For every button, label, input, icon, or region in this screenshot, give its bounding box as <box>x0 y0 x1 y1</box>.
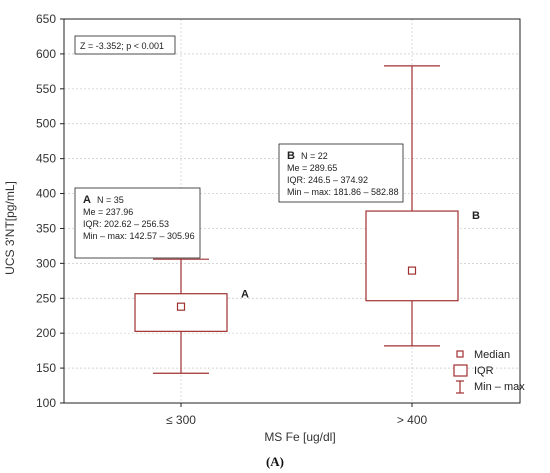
group-letter-label: B <box>472 210 480 222</box>
group-info-line: Me = 237.96 <box>83 207 133 217</box>
group-info-line: Min – max: 181.86 – 582.88 <box>287 187 399 197</box>
legend-item-label: IQR <box>474 365 494 377</box>
y-tick-label: 350 <box>36 221 56 235</box>
median-marker <box>176 302 186 311</box>
group-info-frame <box>74 187 201 259</box>
legend: Median IQR Min – max <box>453 349 525 394</box>
y-axis-ticks: 100 150 200 250 300 350 400 450 500 550 600 650 <box>36 12 64 410</box>
y-tick-label: 450 <box>36 152 56 166</box>
group-info-line: Me = 289.65 <box>287 163 337 173</box>
group-info-n: N = 35 <box>97 195 124 205</box>
y-tick-label: 650 <box>36 12 56 26</box>
y-tick-label: 550 <box>36 82 56 96</box>
y-tick-label: 500 <box>36 117 56 131</box>
x-axis-ticks: ≤ 300 > 400 <box>166 403 428 427</box>
iqr-box <box>134 293 228 332</box>
group-info-line: IQR: 246.5 – 374.92 <box>287 175 368 185</box>
group-info-line: Min – max: 142.57 – 305.96 <box>83 231 195 241</box>
group-info-line: IQR: 202.62 – 256.53 <box>83 219 169 229</box>
y-axis-title: UCS 3'NT[pg/mL] <box>3 181 17 275</box>
group-info-letter: A <box>83 194 91 206</box>
y-tick-label: 300 <box>36 256 56 270</box>
stat-annotation-frame <box>74 35 176 55</box>
y-tick-label: 250 <box>36 291 56 305</box>
group-info-box: A N = 35 Me = 237.96 IQR: 202.62 – 256.53 Mi… <box>74 187 201 259</box>
y-tick-label: 100 <box>36 396 56 410</box>
group-info-box: B N = 22 Me = 289.65 IQR: 246.5 – 374.92 Min… <box>278 143 404 203</box>
group-info-boxes: A N = 35 Me = 237.96 IQR: 202.62 – 256.53 Mi… <box>74 143 404 259</box>
x-axis-title: MS Fe [ug/dl] <box>264 430 335 444</box>
y-tick-label: 200 <box>36 326 56 340</box>
plot-frame <box>63 18 521 404</box>
legend-item-label: Min – max <box>474 381 525 393</box>
panel-label: (A) <box>266 454 284 469</box>
x-tick-label: > 400 <box>397 413 428 427</box>
y-tick-label: 600 <box>36 47 56 61</box>
legend-item-label: Median <box>474 349 510 361</box>
iqr-box <box>365 210 459 302</box>
stat-annotation-text: Z = -3.352; p < 0.001 <box>80 41 164 51</box>
box-series: AB <box>134 65 480 374</box>
legend-median-symbol <box>456 350 464 358</box>
group-info-n: N = 22 <box>301 151 328 161</box>
x-tick-label: ≤ 300 <box>166 413 196 427</box>
group-info-letter: B <box>287 150 295 162</box>
median-marker <box>407 266 417 275</box>
y-tick-label: 400 <box>36 187 56 201</box>
stat-annotation: Z = -3.352; p < 0.001 <box>74 35 176 55</box>
legend-iqr-symbol <box>453 364 468 377</box>
group-info-frame <box>278 143 404 203</box>
y-tick-label: 150 <box>36 361 56 375</box>
group-letter-label: A <box>241 289 249 301</box>
